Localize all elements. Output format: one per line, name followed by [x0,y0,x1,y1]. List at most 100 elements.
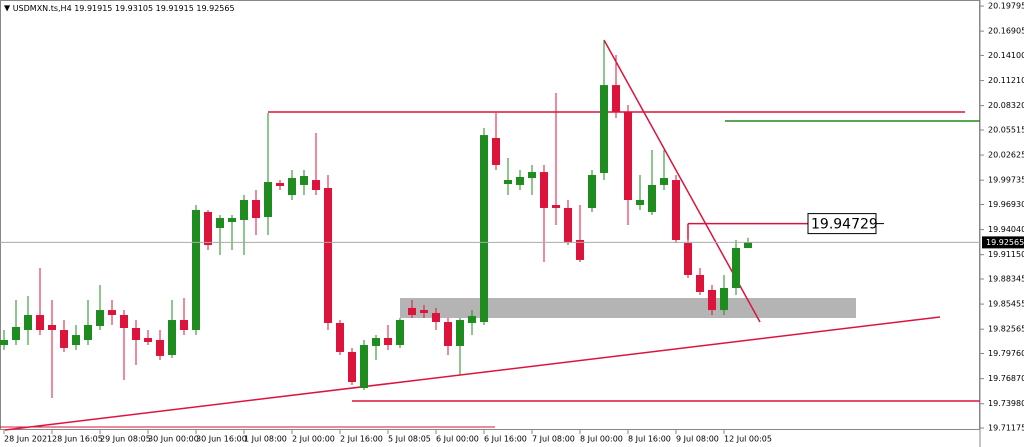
trend-line [4,316,941,431]
candle-body [624,111,632,200]
candle-body [336,322,344,352]
candle-body [660,178,668,185]
candle-body [240,199,248,221]
candle-body [324,188,332,323]
candle-body [684,243,692,275]
marker-label: 19.94729 [811,217,878,233]
x-tick-label: 9 Jul 08:00 [676,435,719,444]
current-price-box [982,236,1024,249]
candle-body [480,135,488,323]
current-price-label: 19.92565 [986,238,1024,247]
candle-body [384,337,392,346]
candle-body [408,307,416,315]
x-tick-label: 30 Jun 00:00 [148,435,199,444]
candle-body [540,172,548,208]
candle-body [96,310,104,327]
x-tick-label: 28 Jun 16:05 [52,435,103,444]
candle-body [588,174,596,208]
candle-body [120,314,128,329]
candle-body [636,199,644,206]
candle-body [168,320,176,356]
candle-body [24,314,32,331]
x-tick-label: 8 Jul 16:00 [628,435,671,444]
candle-body [72,335,80,346]
y-tick-label: 19.88345 [988,275,1024,284]
candle-body [396,320,404,346]
y-tick-label: 19.82565 [988,325,1024,334]
candle-body [468,316,476,323]
candle-body [192,209,200,331]
candle-body [372,337,380,346]
candle-body [612,85,620,112]
candle-body [84,324,92,340]
candle-body [420,310,428,313]
candle-body [348,351,356,383]
x-tick-label: 7 Jul 08:00 [532,435,575,444]
x-tick-label: 30 Jun 16:00 [196,435,247,444]
candle-body [516,176,524,185]
x-tick-label: 8 Jul 00:00 [580,435,623,444]
candle-body [456,320,464,346]
x-tick-label: 29 Jun 08:05 [100,435,151,444]
y-tick-label: 20.02625 [988,151,1024,160]
y-tick-label: 19.91150 [988,250,1024,259]
y-tick-label: 20.14100 [988,51,1024,60]
candle-body [300,176,308,185]
candle-body [720,287,728,311]
candle-body [48,324,56,331]
x-tick-label: 2 Jul 00:00 [292,435,335,444]
y-tick-label: 20.11210 [988,76,1024,85]
candle-body [264,182,272,217]
candle-body [444,322,452,346]
candle-body [576,239,584,260]
y-tick-label: 20.05515 [988,125,1024,134]
open: 19.91915 [74,4,112,13]
candle-body [180,320,188,331]
candle-body [252,199,260,219]
candle-body [60,330,68,348]
candle-body [432,312,440,323]
y-tick-label: 19.85455 [988,300,1024,309]
candle-body [228,218,236,223]
zone [400,298,856,318]
y-tick-label: 19.73980 [988,399,1024,408]
candle-body [564,207,572,242]
candle-body [0,339,8,346]
x-tick-label: 12 Jul 00:05 [724,435,772,444]
header: ▼ USDMXN.ts,H4 19.91915 19.93105 19.9191… [4,4,235,13]
candle-body [216,218,224,229]
x-tick-label: 5 Jul 08:05 [388,435,431,444]
x-tick-label: 6 Jul 00:00 [436,435,479,444]
high: 19.93105 [115,4,153,13]
candle-body [36,314,44,331]
candle-body [12,326,20,340]
candle-body [276,182,284,187]
candle-body [108,310,116,315]
candle-body [672,180,680,240]
candle-body [552,205,560,208]
candle-body [204,211,212,246]
x-tick-label: 1 Jul 08:00 [244,435,287,444]
y-tick-label: 20.08320 [988,101,1024,110]
candle-body [732,247,740,288]
candle-body [744,242,752,249]
close: 19.92565 [196,4,234,13]
y-tick-label: 19.94040 [988,225,1024,234]
low: 19.91915 [156,4,194,13]
candle-body [360,345,368,388]
x-tick-label: 2 Jul 16:00 [340,435,383,444]
candle-body [288,178,296,196]
candle-body [648,184,656,212]
candle-body [156,339,164,356]
candle-body [708,289,716,311]
y-tick-label: 19.76870 [988,374,1024,383]
symbol: USDMXN.ts,H4 [13,4,72,13]
candle-body [600,85,608,173]
y-tick-label: 19.96930 [988,200,1024,209]
candle-body [132,328,140,340]
candle-body [312,180,320,191]
drawings [0,39,980,431]
candle-body [528,172,536,179]
